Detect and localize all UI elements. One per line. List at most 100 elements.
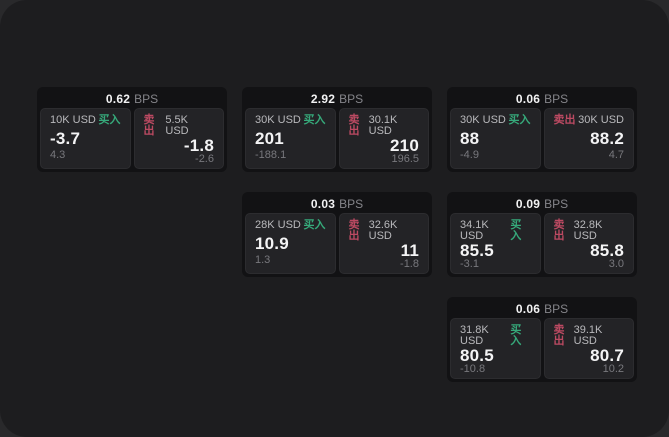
buy-pane[interactable]: 30K USD 买入 201 -188.1 [245,108,336,169]
sell-price: 80.7 [590,346,624,365]
sell-delta: 10.2 [602,363,624,375]
buy-price: 85.5 [460,241,494,260]
buy-pane-top: 31.8K USD 买入 [460,325,531,347]
bps-value: 2.92 [310,91,336,106]
sell-amount: 30K USD [578,114,624,126]
sell-delta: 4.7 [608,149,624,161]
card-body: 34.1K USD 买入 85.5 -3.1 卖出 32.8K USD 85.8… [450,213,634,274]
sell-pane[interactable]: 卖出 30.1K USD 210 196.5 [338,108,429,169]
card-body: 28K USD 买入 10.9 1.3 卖出 32.6K USD 11 -1.8 [245,213,429,274]
bps-unit: BPS [544,91,569,106]
buy-amount: 34.1K USD [460,219,489,242]
sell-pane[interactable]: 卖出 32.8K USD 85.8 3.0 [543,213,634,274]
sell-pane[interactable]: 卖出 30K USD 88.2 4.7 [543,108,634,169]
card-header: 0.09 BPS [450,195,634,213]
sell-pane-top: 卖出 39.1K USD [554,325,625,347]
card-header: 2.92 BPS [245,90,429,108]
buy-side-label: 买入 [303,114,326,126]
buy-pane[interactable]: 34.1K USD 买入 85.5 -3.1 [450,213,541,274]
sell-price: 88.2 [590,128,624,148]
buy-delta: 1.3 [255,254,271,266]
buy-amount: 31.8K USD [460,324,489,347]
sell-pane[interactable]: 卖出 32.6K USD 11 -1.8 [338,213,429,274]
card-body: 30K USD 买入 88 -4.9 卖出 30K USD 88.2 4.7 [450,108,634,169]
sell-amount: 39.1K USD [573,324,603,347]
sell-delta: -2.6 [195,153,214,165]
sell-side-label: 卖出 [553,114,576,126]
sell-price: -1.8 [183,136,214,155]
sell-side-label: 卖出 [348,219,360,242]
sell-side-label: 卖出 [348,114,360,137]
quote-card: 2.92 BPS 30K USD 买入 201 -188.1 卖出 30.1K … [242,87,432,172]
bps-unit: BPS [339,91,364,106]
sell-amount: 32.6K USD [368,219,398,242]
card-header: 0.06 BPS [450,300,634,318]
buy-amount: 30K USD [460,114,506,126]
card-body: 10K USD 买入 -3.7 4.3 卖出 5.5K USD -1.8 -2.… [40,108,224,169]
buy-delta: -188.1 [255,149,287,161]
bps-value: 0.62 [105,91,131,106]
buy-pane[interactable]: 10K USD 买入 -3.7 4.3 [40,108,131,169]
buy-side-label: 买入 [98,114,121,126]
bps-unit: BPS [339,196,364,211]
buy-amount: 10K USD [50,114,96,126]
sell-pane[interactable]: 卖出 39.1K USD 80.7 10.2 [543,318,634,379]
sell-delta: 196.5 [391,153,419,165]
card-header: 0.03 BPS [245,195,429,213]
buy-pane-top: 34.1K USD 买入 [460,220,531,242]
sell-side-label: 卖出 [143,114,155,137]
buy-pane-top: 30K USD 买入 [255,115,326,126]
card-header: 0.06 BPS [450,90,634,108]
buy-pane-top: 30K USD 买入 [460,115,531,126]
buy-pane[interactable]: 31.8K USD 买入 80.5 -10.8 [450,318,541,379]
bps-value: 0.06 [515,91,541,106]
quote-card: 0.03 BPS 28K USD 买入 10.9 1.3 卖出 32.6K US… [242,192,432,277]
buy-side-label: 买入 [303,219,326,231]
bps-value: 0.09 [515,196,541,211]
sell-price: 85.8 [590,241,624,260]
buy-delta: -4.9 [460,149,479,161]
sell-delta: -1.8 [400,258,419,270]
sell-pane-top: 卖出 5.5K USD [144,115,215,137]
quote-card: 0.62 BPS 10K USD 买入 -3.7 4.3 卖出 5.5K USD [37,87,227,172]
buy-side-label: 买入 [510,324,522,347]
buy-side-label: 买入 [508,114,531,126]
buy-price: 10.9 [255,233,289,253]
sell-pane-top: 卖出 30K USD [554,115,625,126]
buy-price: 80.5 [460,346,494,365]
sell-side-label: 卖出 [553,219,565,242]
sell-price: 210 [390,136,419,155]
sell-price: 11 [400,241,419,260]
buy-price: 201 [255,128,284,148]
buy-price: -3.7 [50,128,81,148]
sell-amount: 5.5K USD [165,114,189,137]
sell-pane-top: 卖出 32.8K USD [554,220,625,242]
quotes-grid: 0.62 BPS 10K USD 买入 -3.7 4.3 卖出 5.5K USD [37,87,637,382]
sell-pane-top: 卖出 30.1K USD [349,115,420,137]
sell-side-label: 卖出 [553,324,565,347]
bps-unit: BPS [134,91,159,106]
buy-delta: -3.1 [460,258,479,270]
quote-card: 0.06 BPS 30K USD 买入 88 -4.9 卖出 30K USD [447,87,637,172]
card-body: 31.8K USD 买入 80.5 -10.8 卖出 39.1K USD 80.… [450,318,634,379]
buy-side-label: 买入 [510,219,522,242]
sell-amount: 32.8K USD [573,219,603,242]
buy-amount: 28K USD [255,219,301,231]
sell-amount: 30.1K USD [368,114,398,137]
sell-pane-top: 卖出 32.6K USD [349,220,420,242]
bps-unit: BPS [544,301,569,316]
buy-pane-top: 10K USD 买入 [50,115,121,126]
card-header: 0.62 BPS [40,90,224,108]
buy-amount: 30K USD [255,114,301,126]
bps-value: 0.06 [515,301,541,316]
bps-unit: BPS [544,196,569,211]
sell-pane[interactable]: 卖出 5.5K USD -1.8 -2.6 [133,108,224,169]
sell-delta: 3.0 [608,258,624,270]
buy-delta: -10.8 [460,363,486,375]
buy-pane[interactable]: 28K USD 买入 10.9 1.3 [245,213,336,274]
buy-pane[interactable]: 30K USD 买入 88 -4.9 [450,108,541,169]
buy-delta: 4.3 [50,149,66,161]
card-body: 30K USD 买入 201 -188.1 卖出 30.1K USD 210 1… [245,108,429,169]
buy-price: 88 [460,128,480,148]
